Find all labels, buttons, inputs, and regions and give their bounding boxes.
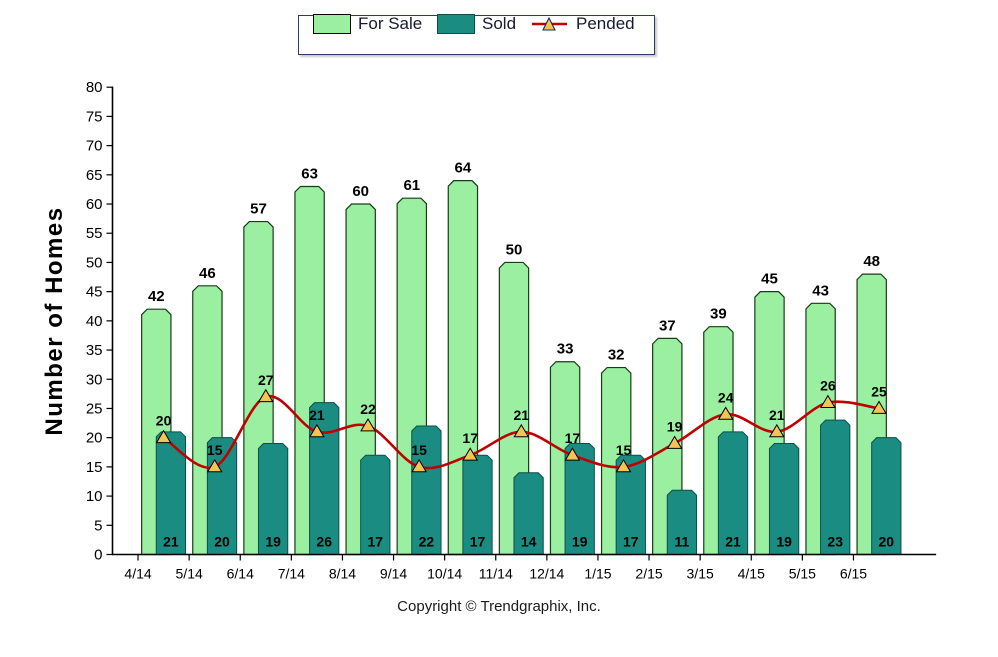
svg-text:20: 20 <box>214 534 230 550</box>
svg-text:15: 15 <box>411 442 427 458</box>
svg-text:21: 21 <box>309 407 325 423</box>
svg-text:37: 37 <box>659 317 676 334</box>
svg-text:21: 21 <box>725 534 741 550</box>
svg-text:15: 15 <box>207 442 223 458</box>
svg-text:25: 25 <box>86 400 103 417</box>
svg-text:39: 39 <box>710 306 727 323</box>
svg-text:30: 30 <box>86 371 103 388</box>
svg-text:57: 57 <box>250 201 267 218</box>
svg-text:60: 60 <box>352 183 369 200</box>
svg-text:3/15: 3/15 <box>687 566 714 582</box>
svg-text:25: 25 <box>871 383 887 399</box>
svg-text:63: 63 <box>301 166 318 183</box>
svg-text:50: 50 <box>86 254 103 271</box>
svg-text:55: 55 <box>86 225 103 242</box>
svg-text:42: 42 <box>148 288 165 305</box>
svg-text:4/14: 4/14 <box>124 566 151 582</box>
svg-text:64: 64 <box>455 160 472 177</box>
svg-text:17: 17 <box>368 534 384 550</box>
svg-text:22: 22 <box>360 401 376 417</box>
svg-text:21: 21 <box>514 407 530 423</box>
svg-text:26: 26 <box>820 378 836 394</box>
svg-text:4/15: 4/15 <box>738 566 765 582</box>
svg-text:17: 17 <box>623 534 639 550</box>
svg-text:15: 15 <box>616 442 632 458</box>
svg-text:20: 20 <box>156 413 172 429</box>
svg-text:61: 61 <box>403 177 420 194</box>
svg-text:10/14: 10/14 <box>427 566 462 582</box>
svg-text:9/14: 9/14 <box>380 566 407 582</box>
svg-text:65: 65 <box>86 167 103 184</box>
svg-text:46: 46 <box>199 265 216 282</box>
svg-text:19: 19 <box>776 534 792 550</box>
svg-text:60: 60 <box>86 196 103 213</box>
svg-text:7/14: 7/14 <box>278 566 305 582</box>
svg-text:80: 80 <box>86 79 103 96</box>
svg-text:17: 17 <box>462 430 478 446</box>
svg-text:17: 17 <box>565 430 581 446</box>
svg-text:6/15: 6/15 <box>840 566 867 582</box>
svg-text:19: 19 <box>572 534 588 550</box>
svg-text:33: 33 <box>557 341 574 358</box>
svg-text:0: 0 <box>94 547 102 564</box>
svg-text:70: 70 <box>86 138 103 155</box>
svg-text:19: 19 <box>667 419 683 435</box>
svg-text:12/14: 12/14 <box>529 566 564 582</box>
svg-text:22: 22 <box>419 534 435 550</box>
svg-text:24: 24 <box>718 389 734 405</box>
svg-text:6/14: 6/14 <box>227 566 254 582</box>
svg-text:10: 10 <box>86 488 103 505</box>
svg-text:11/14: 11/14 <box>479 566 513 582</box>
svg-text:21: 21 <box>163 534 179 550</box>
svg-text:17: 17 <box>470 534 486 550</box>
svg-text:1/15: 1/15 <box>584 566 611 582</box>
svg-text:50: 50 <box>506 241 523 258</box>
svg-text:5/14: 5/14 <box>176 566 203 582</box>
svg-text:75: 75 <box>86 108 103 125</box>
svg-text:19: 19 <box>265 534 281 550</box>
svg-text:43: 43 <box>812 282 829 299</box>
svg-text:40: 40 <box>86 313 103 330</box>
svg-text:20: 20 <box>86 430 103 447</box>
svg-text:15: 15 <box>86 459 103 476</box>
svg-text:8/14: 8/14 <box>329 566 356 582</box>
svg-text:48: 48 <box>863 253 880 270</box>
svg-text:14: 14 <box>521 534 537 550</box>
svg-text:32: 32 <box>608 347 625 364</box>
svg-text:11: 11 <box>675 534 690 550</box>
svg-text:23: 23 <box>827 534 843 550</box>
svg-text:20: 20 <box>879 534 895 550</box>
svg-text:27: 27 <box>258 372 274 388</box>
svg-text:5/15: 5/15 <box>789 566 816 582</box>
svg-text:35: 35 <box>86 342 103 359</box>
svg-text:21: 21 <box>769 407 785 423</box>
svg-text:2/15: 2/15 <box>635 566 662 582</box>
svg-text:5: 5 <box>94 517 102 534</box>
svg-text:45: 45 <box>761 271 778 288</box>
svg-text:45: 45 <box>86 284 103 301</box>
svg-text:26: 26 <box>316 534 332 550</box>
